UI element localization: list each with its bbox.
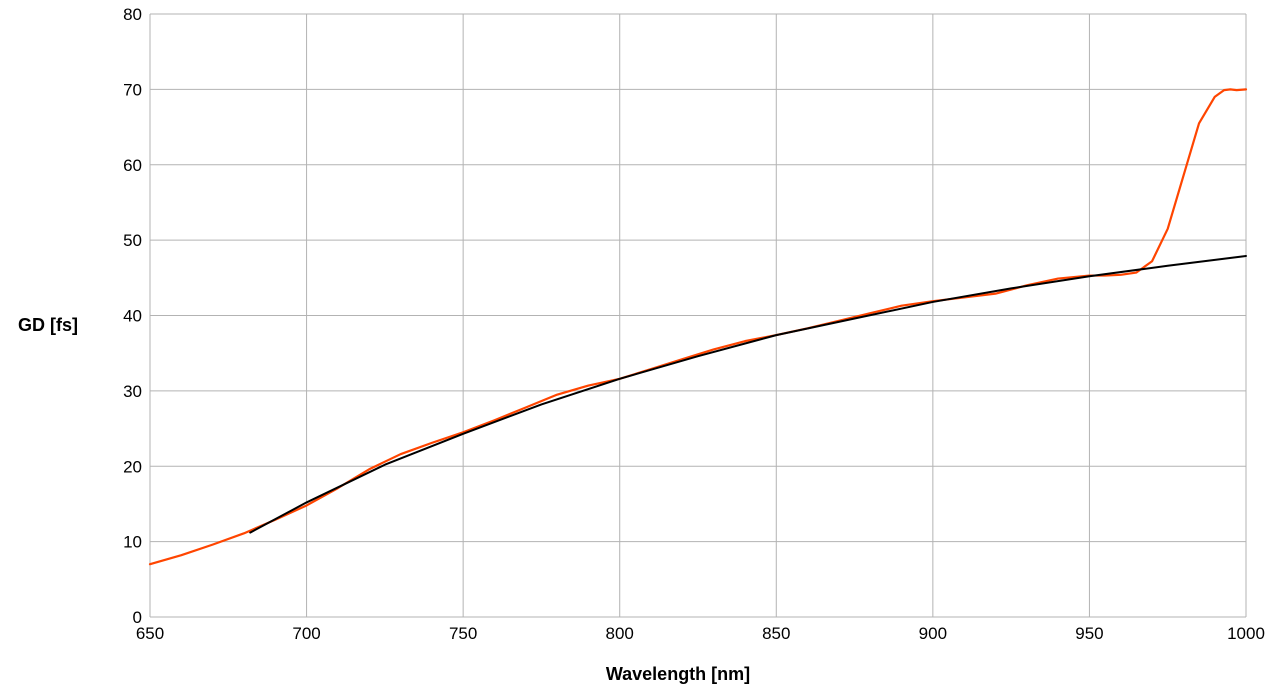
tick-labels: 650 700 750 800 850 900 950 1000 0 10 20 30 40 50 60 70… — [123, 5, 1265, 643]
x-tick-label: 800 — [606, 624, 634, 643]
x-tick-label: 1000 — [1227, 624, 1265, 643]
x-tick-label: 950 — [1075, 624, 1103, 643]
y-tick-label: 0 — [133, 608, 142, 627]
y-tick-label: 60 — [123, 156, 142, 175]
y-tick-label: 30 — [123, 382, 142, 401]
y-tick-label: 80 — [123, 5, 142, 24]
grid — [149, 13, 1247, 618]
y-tick-label: 70 — [123, 80, 142, 99]
y-axis-title: GD [fs] — [18, 315, 78, 335]
x-tick-label: 850 — [762, 624, 790, 643]
x-axis-title: Wavelength [nm] — [606, 664, 750, 684]
y-tick-label: 40 — [123, 307, 142, 326]
x-tick-label: 900 — [919, 624, 947, 643]
y-tick-label: 50 — [123, 231, 142, 250]
x-tick-label: 750 — [449, 624, 477, 643]
series-group — [148, 88, 1248, 566]
y-tick-label: 20 — [123, 457, 142, 476]
x-tick-label: 650 — [136, 624, 164, 643]
series-line-2 — [249, 254, 1247, 534]
series-line-1 — [148, 88, 1248, 566]
x-tick-label: 700 — [292, 624, 320, 643]
y-tick-label: 10 — [123, 533, 142, 552]
